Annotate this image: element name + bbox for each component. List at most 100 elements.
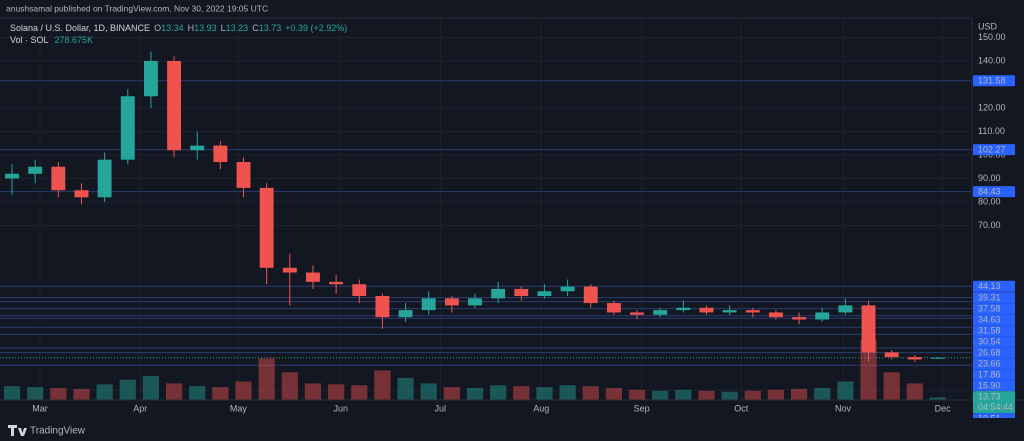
level-label-box — [973, 292, 1015, 304]
volume-bar — [605, 388, 622, 400]
volume-bar — [652, 390, 669, 400]
y-tick-label: 140.00 — [978, 55, 1006, 65]
candle-body — [861, 305, 876, 353]
level-label: 23.66 — [978, 358, 1001, 368]
volume-bar — [281, 372, 298, 400]
candle-body — [815, 312, 830, 320]
candle-body — [699, 307, 714, 313]
y-tick-label: 150.00 — [978, 32, 1006, 42]
volume-bar — [212, 387, 229, 400]
volume-bar — [73, 388, 90, 400]
level-label-box — [973, 325, 1015, 337]
volume-bar — [767, 389, 785, 400]
candle-body — [792, 317, 807, 320]
level-label: 30.54 — [978, 336, 1001, 346]
candle-body — [97, 159, 112, 198]
volume-bar — [3, 386, 21, 400]
volume-bar — [466, 388, 484, 400]
volume-bar — [351, 385, 368, 400]
candle-body — [259, 187, 274, 268]
candle-body — [120, 96, 135, 160]
candle-body — [722, 310, 737, 313]
candle-body — [421, 298, 436, 311]
y-tick-label: 70.00 — [978, 220, 1001, 230]
footer-logo — [8, 425, 27, 436]
volume-bar — [860, 340, 877, 400]
x-tick-label: Mar — [32, 403, 48, 413]
candle-body — [352, 284, 367, 296]
y-tick-label: 80.00 — [978, 196, 1001, 206]
volume-bar — [906, 383, 923, 400]
level-label: 34.63 — [978, 314, 1001, 324]
volume-bar — [142, 376, 160, 400]
last-price-box — [973, 391, 1015, 414]
volume-bar — [698, 390, 715, 400]
footer-brand: TradingView — [30, 426, 86, 437]
volume-last: 278.675K — [55, 35, 94, 45]
level-label: 84.43 — [978, 186, 1001, 196]
level-label-box — [973, 347, 1015, 359]
level-label-box — [973, 314, 1015, 326]
candle-body — [375, 295, 390, 318]
level-label-box — [973, 144, 1015, 156]
volume-bar — [420, 383, 437, 400]
level-label-box — [973, 380, 1015, 392]
volume-bar — [235, 381, 252, 400]
volume-bar — [258, 358, 275, 400]
ohlc-prefix: L — [221, 23, 226, 33]
volume-bar — [628, 389, 646, 400]
volume-bar — [189, 386, 206, 400]
level-label-box — [973, 75, 1015, 87]
x-tick-label: Dec — [935, 403, 952, 413]
y-tick-label: 120.00 — [978, 102, 1006, 112]
candle-body — [884, 352, 899, 358]
volume-legend: Vol · SOL 278.675K — [10, 35, 93, 45]
level-label-box — [973, 358, 1015, 370]
x-tick-label: Nov — [835, 403, 852, 413]
volume-bar — [513, 386, 530, 400]
symbol: Solana / U.S. Dollar, 1D, BINANCE — [10, 23, 150, 33]
volume-bar — [929, 397, 947, 400]
candle-body — [236, 162, 251, 188]
level-label: 39.31 — [978, 292, 1001, 302]
ohlc-close: 13.73 — [259, 23, 282, 33]
x-tick-label: Jul — [435, 403, 447, 413]
volume-bar — [374, 370, 391, 400]
volume-bar — [119, 379, 136, 400]
candle-body — [282, 267, 297, 273]
change: +0.39 (+2.92%) — [285, 23, 347, 33]
ohlc-prefix: H — [188, 23, 195, 33]
candle-body — [653, 310, 668, 315]
volume-bar — [304, 383, 322, 400]
level-label: 44.13 — [978, 281, 1001, 291]
candle-body — [28, 166, 43, 174]
candle-body — [560, 286, 575, 292]
candle-body — [167, 61, 182, 151]
candle-body — [745, 310, 760, 313]
ohlc-low: 13.23 — [226, 23, 249, 33]
level-label-box — [973, 303, 1015, 315]
currency: USD — [978, 21, 998, 31]
candle-body — [444, 298, 459, 306]
volume-bar — [165, 383, 183, 400]
ohlc-open: 13.34 — [161, 23, 184, 33]
symbol-legend: Solana / U.S. Dollar, 1D, BINANCE O13.34 H… — [10, 23, 347, 33]
published-note: anushsamal published on TradingView.com,… — [6, 3, 268, 13]
volume-bar — [536, 387, 553, 400]
volume-bar — [50, 388, 67, 400]
ohlc-prefix: C — [252, 23, 259, 33]
x-tick-label: May — [230, 403, 248, 413]
volume-bar — [397, 377, 414, 400]
level-label-box — [973, 186, 1015, 198]
ohlc-high: 13.93 — [194, 23, 217, 33]
candle-body — [213, 145, 228, 163]
x-tick-label: Sep — [634, 403, 650, 413]
volume-name: Vol · SOL — [10, 35, 49, 45]
footer-bar — [0, 418, 1024, 441]
volume-bar — [883, 372, 900, 400]
volume-bar — [744, 390, 761, 400]
candle-body — [190, 145, 205, 151]
candle-body — [583, 286, 598, 304]
